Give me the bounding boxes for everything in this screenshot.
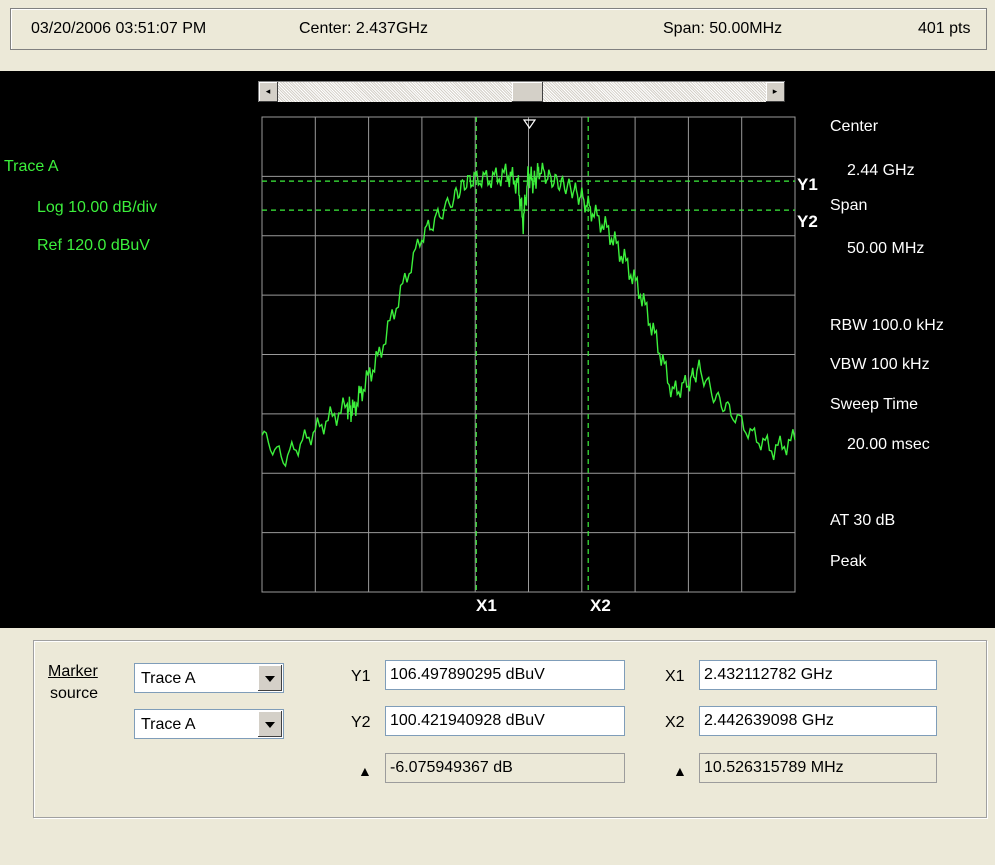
marker-lines [262, 117, 795, 592]
vbw-value: VBW 100 kHz [830, 356, 930, 373]
status-bar: 03/20/2006 03:51:07 PM Center: 2.437GHz … [10, 8, 987, 50]
x2-marker-label: X2 [590, 596, 611, 615]
marker-source-1-value: Trace A [141, 670, 196, 687]
trace-ref-level: Ref 120.0 dBuV [37, 237, 150, 254]
center-value: 2.44 GHz [847, 162, 915, 179]
delta-y-field: -6.075949367 dB [385, 753, 625, 783]
scroll-left-button[interactable]: ◂ [259, 82, 278, 102]
x2-field-label: X2 [665, 714, 685, 731]
chevron-down-icon[interactable] [258, 711, 282, 737]
marker-source-select-1[interactable]: Trace A [134, 663, 284, 693]
x1-marker-label: X1 [476, 596, 497, 615]
delta-x-icon: ▲ [673, 763, 687, 779]
spectrum-display [0, 71, 995, 628]
marker-panel [33, 640, 987, 818]
delta-x-field: 10.526315789 MHz [699, 753, 937, 783]
plot-grid [261, 116, 796, 593]
scroll-thumb[interactable] [512, 82, 543, 102]
sweep-time-value: 20.00 msec [847, 436, 930, 453]
y1-value-field[interactable]: 106.497890295 dBuV [385, 660, 625, 690]
y1-field-label: Y1 [351, 668, 371, 685]
marker-source-2-value: Trace A [141, 716, 196, 733]
x2-value-field[interactable]: 2.442639098 GHz [699, 706, 937, 736]
marker-source-label-2: source [50, 685, 99, 702]
delta-y-icon: ▲ [358, 763, 372, 779]
span-label: Span [830, 197, 868, 214]
y2-field-label: Y2 [351, 714, 371, 731]
marker-source-label: Marker [48, 663, 98, 680]
span-value: 50.00 MHz [847, 240, 925, 257]
trace-title: Trace A [4, 158, 59, 175]
chevron-down-icon[interactable] [258, 665, 282, 691]
trace-a-line [261, 162, 796, 468]
y1-marker-label: Y1 [797, 175, 818, 194]
rbw-value: RBW 100.0 kHz [830, 317, 944, 334]
detector-mode: Peak [830, 553, 867, 570]
status-datetime: 03/20/2006 03:51:07 PM [31, 20, 207, 37]
x1-field-label: X1 [665, 668, 685, 685]
y2-marker-label: Y2 [797, 212, 818, 231]
marker-source-select-2[interactable]: Trace A [134, 709, 284, 739]
frequency-scrollbar[interactable]: ◂ ▸ [258, 81, 785, 102]
x1-value-field[interactable]: 2.432112782 GHz [699, 660, 937, 690]
status-center: Center: 2.437GHz [299, 20, 428, 37]
center-label: Center [830, 118, 879, 135]
sweep-time-label: Sweep Time [830, 396, 919, 413]
center-frequency-indicator-icon [522, 119, 537, 130]
y2-value-field[interactable]: 100.421940928 dBuV [385, 706, 625, 736]
status-points: 401 pts [918, 20, 971, 37]
scroll-right-button[interactable]: ▸ [766, 82, 785, 102]
attenuation-value: AT 30 dB [830, 512, 896, 529]
status-span: Span: 50.00MHz [663, 20, 783, 37]
trace-scale: Log 10.00 dB/div [37, 199, 158, 216]
